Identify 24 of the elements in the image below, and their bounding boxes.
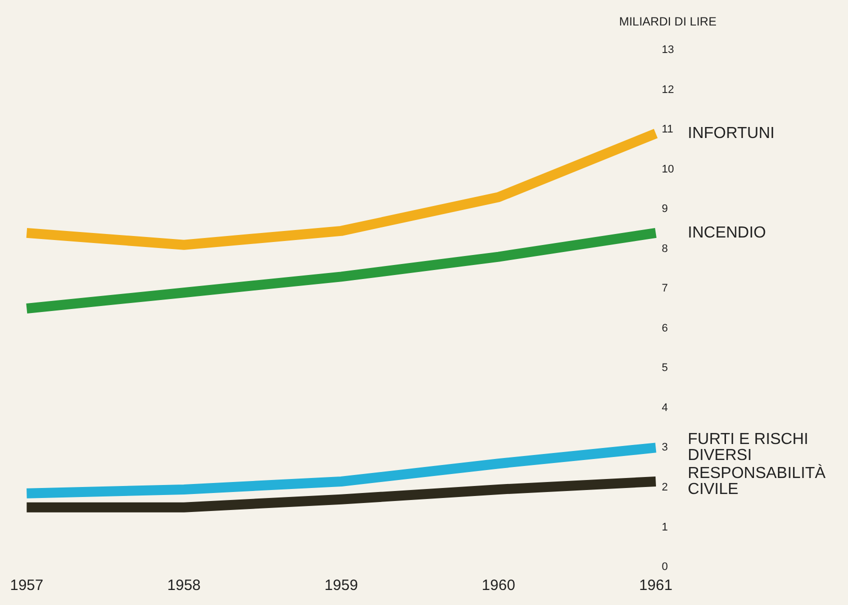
y-tick-label: 9 bbox=[662, 203, 668, 216]
y-tick-label: 1 bbox=[662, 521, 668, 534]
y-tick-label: 4 bbox=[662, 402, 668, 414]
y-tick-label: 6 bbox=[662, 322, 668, 334]
y-tick-label: 11 bbox=[662, 124, 674, 136]
x-tick-label: 1960 bbox=[482, 577, 516, 594]
y-tick-label: 10 bbox=[662, 163, 674, 176]
text: FURTI E RISCHI DIVERSI bbox=[688, 431, 808, 464]
y-tick-label: 13 bbox=[662, 44, 674, 56]
x-tick-label: 1958 bbox=[167, 577, 201, 594]
text: INFORTUNI bbox=[688, 124, 775, 142]
y-tick-label: 7 bbox=[662, 282, 668, 295]
y-axis-title: MILIARDI DI LIRE bbox=[619, 14, 716, 28]
y-tick-label: 0 bbox=[662, 561, 668, 574]
y-tick-label: 2 bbox=[662, 481, 668, 494]
y-tick-label: 3 bbox=[662, 442, 668, 454]
y-tick-label: 8 bbox=[662, 242, 668, 255]
text: INCENDIO bbox=[688, 224, 766, 242]
y-tick-label: 5 bbox=[662, 362, 668, 374]
text: RESPONSABILITÀ CIVILE bbox=[688, 464, 826, 498]
x-tick-label: 1957 bbox=[10, 577, 44, 594]
x-tick-label: 1961 bbox=[639, 577, 672, 594]
y-tick-label: 12 bbox=[662, 84, 674, 96]
x-tick-label: 1959 bbox=[324, 577, 358, 594]
